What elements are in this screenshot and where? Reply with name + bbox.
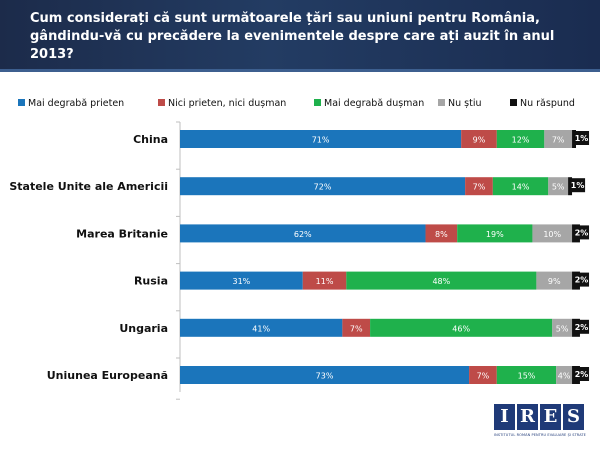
bar-nici-prieten-nici-du-man — [425, 224, 458, 243]
bar-nici-prieten-nici-du-man — [465, 177, 493, 196]
bar-nici-prieten-nici-du-man — [342, 318, 371, 337]
bar-mai-degrab-du-man — [496, 366, 557, 384]
category-label: Ungaria — [119, 322, 168, 335]
bar-mai-degrab-du-man — [457, 224, 533, 243]
header-banner: Cum considerați că sunt următoarele țări… — [0, 0, 600, 72]
data-label: 71% — [312, 136, 330, 145]
label-box-nu-raspund — [574, 272, 590, 287]
legend-item-dusman: Mai degrabă dușman — [314, 98, 424, 109]
bar-mai-degrab-prieten — [180, 271, 303, 290]
category-label: Rusia — [134, 275, 168, 288]
legend-item-prieten: Mai degrabă prieten — [18, 98, 124, 109]
data-label: 9% — [473, 136, 486, 145]
data-label: 7% — [552, 136, 565, 145]
bar-nu-tiu — [536, 271, 573, 290]
bar-mai-degrab-prieten — [180, 224, 426, 243]
data-label: 2% — [575, 276, 589, 285]
legend-label: Mai degrabă prieten — [28, 98, 125, 109]
legend-item-nici: Nici prieten, nici dușman — [158, 98, 286, 109]
label-box-nu-raspund — [574, 225, 590, 240]
bar-mai-degrab-prieten — [180, 318, 343, 337]
bar-nici-prieten-nici-du-man — [302, 271, 347, 290]
data-label: 41% — [252, 324, 270, 333]
chart-legend: Mai degrabă prieten Nici prieten, nici d… — [18, 98, 598, 112]
bar-mai-degrab-prieten — [180, 366, 470, 384]
bar-mai-degrab-prieten — [180, 177, 466, 196]
data-label: 15% — [518, 372, 536, 381]
bar-nu-r-spund — [572, 130, 576, 148]
logo-letter: S — [563, 404, 584, 430]
data-label: 72% — [314, 183, 332, 192]
logo-letter: R — [517, 404, 538, 430]
data-label: 8% — [435, 230, 448, 239]
data-label: 19% — [486, 230, 504, 239]
data-label: 5% — [552, 183, 565, 192]
bar-mai-degrab-du-man — [496, 130, 545, 148]
label-box-nu-raspund — [570, 178, 586, 193]
label-box-nu-raspund — [574, 131, 590, 145]
category-label: Statele Unite ale Americii — [9, 180, 168, 193]
logo-letter: I — [494, 404, 515, 430]
legend-label: Nu răspund — [520, 98, 575, 109]
data-label: 10% — [543, 230, 561, 239]
data-label: 12% — [512, 136, 530, 145]
data-label: 48% — [432, 277, 450, 286]
bar-mai-degrab-prieten — [180, 130, 462, 148]
legend-label: Nu știu — [448, 98, 482, 109]
bar-mai-degrab-du-man — [492, 177, 549, 196]
bar-nu-tiu — [552, 318, 573, 337]
data-label: 2% — [575, 228, 589, 237]
bar-mai-degrab-du-man — [346, 271, 537, 290]
bar-nici-prieten-nici-du-man — [469, 366, 497, 384]
bar-nu-tiu — [548, 177, 569, 196]
bar-nici-prieten-nici-du-man — [461, 130, 497, 148]
data-label: 2% — [575, 370, 589, 379]
bar-nu-tiu — [532, 224, 573, 243]
legend-swatch — [438, 99, 445, 106]
label-box-nu-raspund — [574, 319, 590, 334]
data-label: 5% — [556, 324, 569, 333]
data-label: 46% — [452, 324, 470, 333]
legend-label: Nici prieten, nici dușman — [168, 98, 287, 109]
category-label: Uniunea Europeană — [47, 369, 168, 382]
legend-swatch — [158, 99, 165, 106]
bar-nu-tiu — [544, 130, 573, 148]
legend-label: Mai degrabă dușman — [324, 98, 425, 109]
header-divider — [0, 69, 600, 72]
data-label: 31% — [232, 277, 250, 286]
data-label: 2% — [575, 323, 589, 332]
legend-item-nu-stiu: Nu știu — [438, 98, 481, 109]
ires-logo: I R E S INSTITUTUL ROMÂN PENTRU EVALUARE… — [494, 404, 586, 442]
label-box-nu-raspund — [574, 367, 590, 381]
data-label: 62% — [294, 230, 312, 239]
logo-subtitle: INSTITUTUL ROMÂN PENTRU EVALUARE ȘI STRA… — [494, 433, 586, 437]
page-title: Cum considerați că sunt următoarele țări… — [30, 11, 555, 62]
data-label: 9% — [548, 277, 561, 286]
data-label: 7% — [473, 183, 486, 192]
logo-letter: E — [540, 404, 561, 430]
legend-swatch — [18, 99, 25, 106]
legend-swatch — [510, 99, 517, 106]
legend-swatch — [314, 99, 321, 106]
bar-nu-tiu — [556, 366, 573, 384]
bar-nu-r-spund — [568, 177, 573, 196]
data-label: 73% — [316, 372, 334, 381]
bar-mai-degrab-du-man — [370, 318, 553, 337]
data-label: 1% — [575, 134, 589, 143]
category-label: Marea Britanie — [76, 227, 168, 240]
data-label: 7% — [477, 372, 490, 381]
category-label: China — [133, 133, 168, 146]
data-label: 7% — [350, 324, 363, 333]
data-label: 14% — [512, 183, 530, 192]
data-label: 4% — [558, 372, 571, 381]
data-label: 11% — [316, 277, 334, 286]
data-label: 1% — [571, 181, 585, 190]
legend-item-nu-raspund: Nu răspund — [510, 98, 575, 109]
